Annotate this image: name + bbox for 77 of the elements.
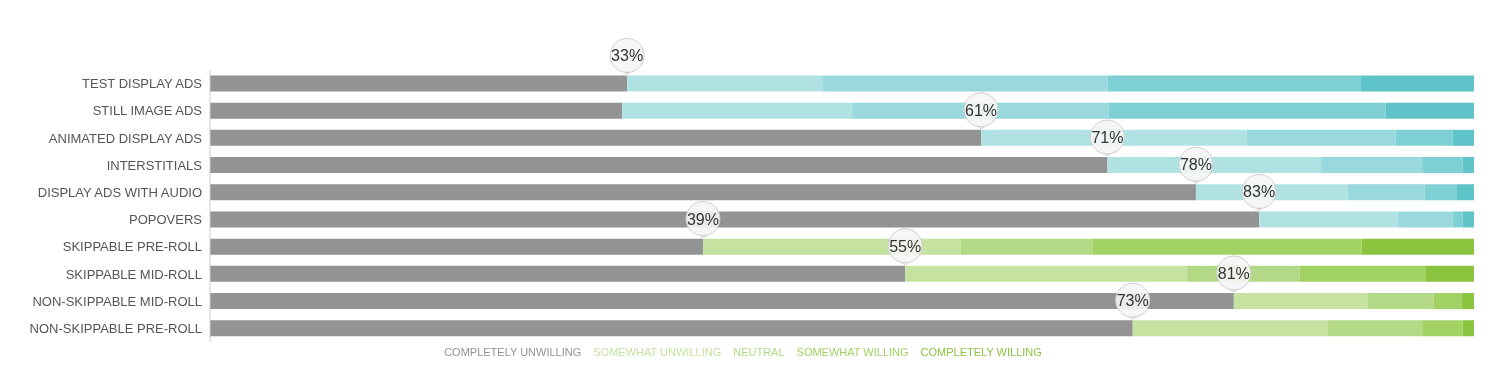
data-label: 73% <box>1116 292 1149 310</box>
data-label: 71% <box>1091 129 1124 147</box>
bar <box>1385 102 1474 119</box>
bar <box>960 238 1093 255</box>
y-tick-label: SKIPPABLE PRE-ROLL <box>62 239 202 255</box>
y-tick-label: NON-SKIPPABLE PRE-ROLL <box>29 321 202 337</box>
data-label: 81% <box>1217 265 1250 283</box>
bar <box>1347 184 1425 201</box>
bar <box>210 102 623 119</box>
bar <box>1398 211 1453 228</box>
bar <box>210 320 1133 337</box>
data-label: 33% <box>611 47 644 65</box>
bar <box>1259 211 1399 228</box>
bar <box>1452 129 1474 146</box>
y-tick-label: NON-SKIPPABLE MID-ROLL <box>32 293 202 309</box>
bar <box>1360 75 1474 92</box>
callout-bubble: 78% <box>1178 146 1214 184</box>
series-label: COMPLETELY UNWILLING <box>444 346 582 358</box>
bar <box>1321 157 1423 174</box>
bar <box>905 265 1188 282</box>
bar <box>210 75 628 92</box>
bar <box>1395 129 1453 146</box>
bar <box>210 211 1260 228</box>
y-tick-label: INTERSTITIALS <box>106 157 203 173</box>
bar <box>210 265 906 282</box>
bar <box>1424 184 1457 201</box>
bar <box>627 75 824 92</box>
bar <box>1461 293 1474 310</box>
y-tick-label: STILL IMAGE ADS <box>92 103 203 119</box>
bar <box>1452 211 1463 228</box>
bar <box>1462 157 1474 174</box>
text: NEUTRAL <box>733 346 785 358</box>
data-label: 83% <box>1243 183 1276 201</box>
y-tick-label: DISPLAY ADS WITH AUDIO <box>37 185 202 201</box>
bar <box>1246 129 1396 146</box>
bar <box>1233 293 1368 310</box>
bar <box>1361 238 1474 255</box>
callout-bubble: 39% <box>685 201 721 239</box>
callout-bubble: 83% <box>1241 173 1277 211</box>
bar <box>1132 320 1328 337</box>
y-tick-label: POPOVERS <box>129 212 203 228</box>
callout-bubble: 71% <box>1089 119 1125 157</box>
data-label: 39% <box>686 210 719 228</box>
bar <box>1327 320 1423 337</box>
bar <box>1299 265 1426 282</box>
bar <box>1456 184 1474 201</box>
bar <box>210 293 1234 310</box>
text: SOMEWHAT UNWILLING <box>593 346 722 358</box>
bar <box>210 184 1196 201</box>
bar <box>1433 293 1462 310</box>
bar <box>1092 238 1362 255</box>
bar <box>1107 75 1361 92</box>
callout-bubble: 33% <box>609 37 645 75</box>
bar <box>210 129 982 146</box>
bar <box>1425 265 1474 282</box>
y-tick-label: TEST DISPLAY ADS <box>82 76 203 92</box>
bar <box>1367 293 1434 310</box>
data-label: 61% <box>965 101 998 119</box>
bar <box>823 75 1108 92</box>
data-label: 55% <box>889 237 922 255</box>
data-label: 78% <box>1179 156 1212 174</box>
callout-bubble: 61% <box>963 92 999 130</box>
bar <box>622 102 853 119</box>
callout-bubble: 73% <box>1115 282 1151 320</box>
bar <box>1422 320 1463 337</box>
y-tick-label: SKIPPABLE MID-ROLL <box>65 266 202 282</box>
bar <box>1462 320 1474 337</box>
bar <box>1422 157 1463 174</box>
callout-bubble: 55% <box>887 228 923 266</box>
y-tick-label: ANIMATED DISPLAY ADS <box>48 130 203 146</box>
bar <box>1462 211 1474 228</box>
callout-bubble: 81% <box>1216 255 1252 293</box>
bar <box>210 238 703 255</box>
text: SOMEWHAT WILLING <box>796 346 909 358</box>
bar <box>210 157 1108 174</box>
bar <box>1108 102 1386 119</box>
text: COMPLETELY WILLING <box>920 346 1042 358</box>
